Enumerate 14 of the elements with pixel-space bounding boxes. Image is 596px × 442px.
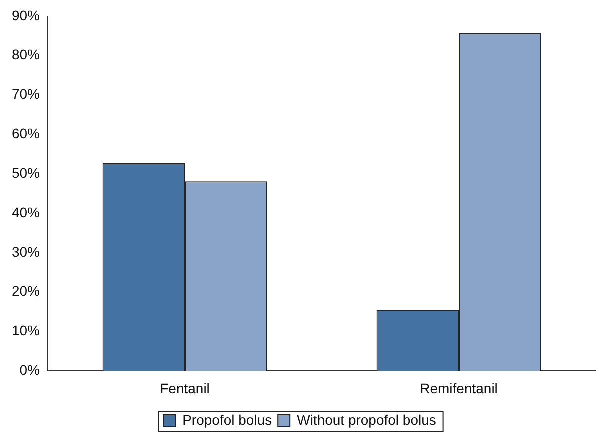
x-tick-label: Fentanil xyxy=(160,380,210,396)
y-tick-label: 30% xyxy=(12,244,40,260)
legend-label: Without propofol bolus xyxy=(297,412,436,428)
y-tick-label: 70% xyxy=(12,86,40,102)
y-tick-label: 50% xyxy=(12,164,40,181)
y-tick-label: 60% xyxy=(12,126,40,142)
y-tick-label: 80% xyxy=(12,46,40,63)
y-tick-label: 40% xyxy=(12,204,40,220)
legend-label: Propofol bolus xyxy=(182,412,272,428)
y-tick-label: 0% xyxy=(20,362,40,378)
x-tick-label: Remifentanil xyxy=(420,380,498,396)
y-tick-label: 90% xyxy=(12,7,40,24)
y-tick-label: 20% xyxy=(12,283,40,300)
y-tick-label: 10% xyxy=(12,322,40,339)
